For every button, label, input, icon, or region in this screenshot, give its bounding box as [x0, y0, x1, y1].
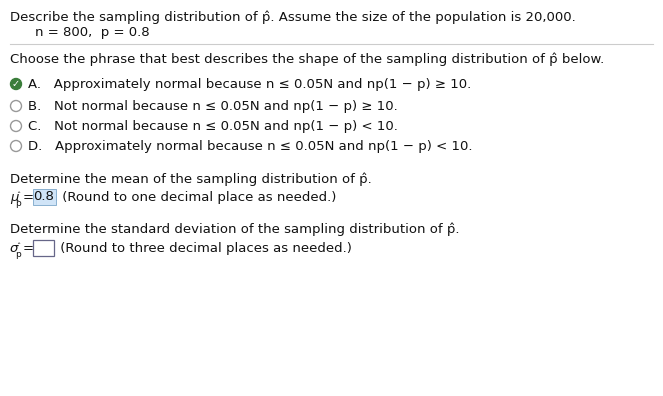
Text: n = 800,  p = 0.8: n = 800, p = 0.8 — [35, 26, 150, 39]
FancyBboxPatch shape — [32, 240, 54, 255]
Text: C.   Not normal because n ≤ 0.05N and np(1 − p) < 10.: C. Not normal because n ≤ 0.05N and np(1… — [28, 120, 398, 133]
FancyBboxPatch shape — [32, 188, 56, 204]
Text: B.   Not normal because n ≤ 0.05N and np(1 − p) ≥ 10.: B. Not normal because n ≤ 0.05N and np(1… — [28, 100, 398, 113]
Text: ˆ: ˆ — [17, 192, 21, 201]
Text: Choose the phrase that best describes the shape of the sampling distribution of : Choose the phrase that best describes th… — [10, 52, 604, 65]
Text: p: p — [15, 199, 21, 208]
Text: A.   Approximately normal because n ≤ 0.05N and np(1 − p) ≥ 10.: A. Approximately normal because n ≤ 0.05… — [28, 78, 471, 91]
Text: =: = — [23, 242, 34, 255]
Text: ✓: ✓ — [12, 79, 20, 89]
Text: 0.8: 0.8 — [34, 190, 54, 203]
Text: σ: σ — [10, 242, 19, 255]
Text: =: = — [23, 191, 34, 204]
Text: D.   Approximately normal because n ≤ 0.05N and np(1 − p) < 10.: D. Approximately normal because n ≤ 0.05… — [28, 140, 473, 153]
Text: (Round to three decimal places as needed.): (Round to three decimal places as needed… — [56, 242, 352, 255]
Text: Determine the mean of the sampling distribution of p̂.: Determine the mean of the sampling distr… — [10, 172, 372, 185]
Text: Describe the sampling distribution of p̂. Assume the size of the population is 2: Describe the sampling distribution of p̂… — [10, 10, 575, 23]
Circle shape — [11, 78, 21, 89]
Text: Determine the standard deviation of the sampling distribution of p̂.: Determine the standard deviation of the … — [10, 222, 459, 236]
Text: μ: μ — [10, 191, 19, 204]
Text: (Round to one decimal place as needed.): (Round to one decimal place as needed.) — [58, 191, 336, 204]
Text: p: p — [15, 250, 21, 259]
Text: ˆ: ˆ — [17, 243, 21, 252]
